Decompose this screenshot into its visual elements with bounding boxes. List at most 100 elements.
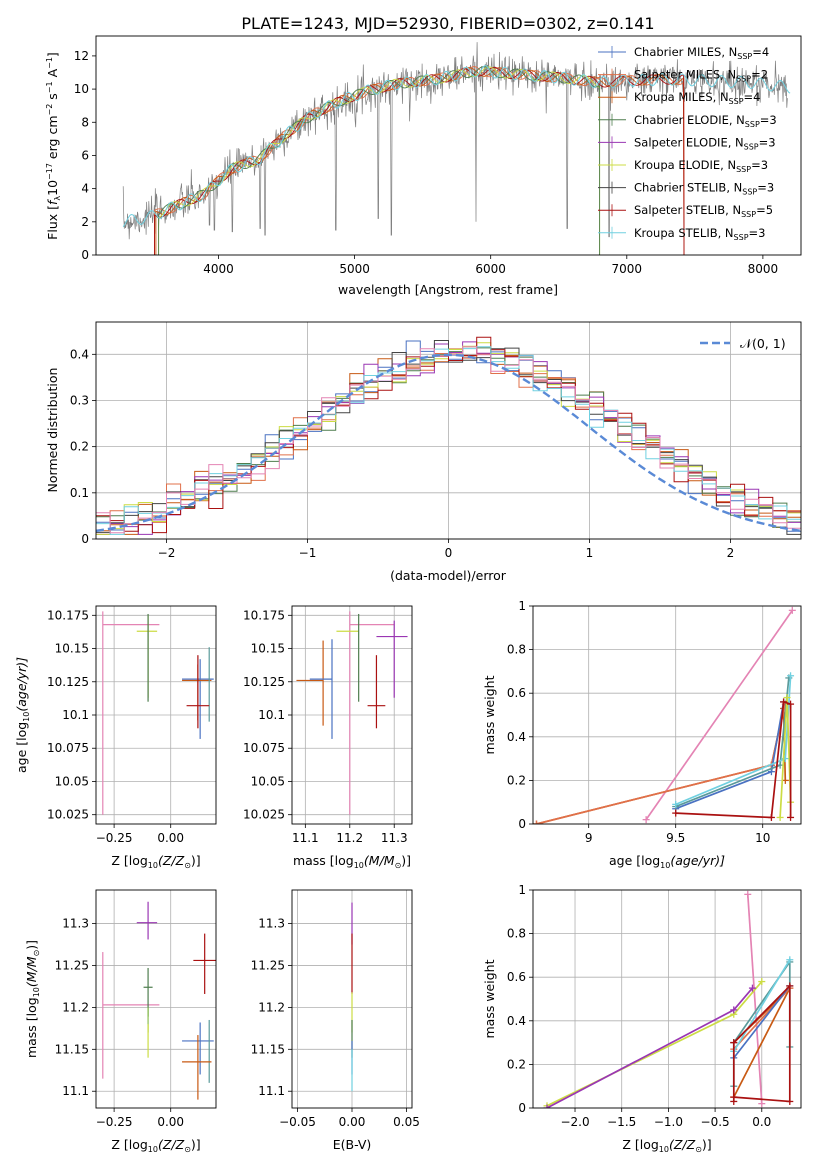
weight-marker (787, 672, 795, 680)
x-tick-label: 10 (755, 831, 770, 845)
y-tick-label: 10.025 (243, 808, 285, 822)
y-tick-label: 10.15 (251, 642, 285, 656)
y-axis-label: mass [log10(M/M⊙)] (24, 940, 41, 1058)
y-tick-label: 0.8 (507, 643, 526, 657)
weight-marker (786, 956, 794, 964)
error-point (102, 952, 160, 1079)
y-tick-label: 10.125 (47, 675, 89, 689)
plot-area-spectrum (122, 42, 791, 255)
error-point (182, 1035, 212, 1100)
y-tick-label: 0.2 (507, 773, 526, 787)
axes-frame (291, 889, 413, 1109)
axes-frame (532, 605, 802, 825)
weight-marker (787, 700, 795, 708)
legend-label: Chabrier ELODIE, NSSP=3 (634, 113, 777, 129)
weight-marker (748, 984, 756, 992)
weight-line (746, 894, 763, 1104)
y-tick-label: 0.6 (507, 686, 526, 700)
y-tick-label: 1 (518, 599, 526, 613)
axes-mass_vs_ebv: −0.05 0.00 0.05 11.1 11.15 11.2 11.25 11.3 E(B-V… (251, 889, 420, 1152)
weight-line (733, 959, 791, 1052)
x-tick-label: 5000 (339, 262, 370, 276)
y-tick-label: 4 (81, 182, 89, 196)
weight-marker (730, 1039, 738, 1047)
x-axis-label: Z [log10(Z/Z⊙)] (111, 1137, 200, 1154)
y-tick-label: 10.175 (47, 608, 89, 622)
x-tick-label: −2 (158, 546, 176, 560)
y-tick-label: 11.15 (251, 1042, 285, 1056)
legend-label: Kroupa ELODIE, NSSP=3 (634, 158, 768, 174)
weight-marker (730, 1093, 738, 1101)
axes-frame (291, 605, 413, 825)
legend-label: 𝒩(0, 1) (740, 336, 786, 351)
x-tick-label: 0 (445, 546, 453, 560)
weight-marker (672, 809, 680, 817)
x-axis-label: E(B-V) (333, 1137, 372, 1152)
axes-weight_vs_age: 9 9.5 10 0 0.2 0.4 0.6 0.8 1 age [log10(age/yr)] m… (482, 599, 802, 870)
y-tick-label: 0 (81, 532, 89, 546)
y-tick-label: 0 (81, 248, 89, 262)
axes-age_vs_mass: 11.1 11.2 11.3 10.025 10.05 10.075 10.1 10.125 1… (243, 605, 413, 870)
x-tick-label: 0.00 (157, 1115, 184, 1129)
y-axis-label: Normed distribution (45, 368, 60, 493)
y-tick-label: 11.25 (251, 958, 285, 972)
axes-residuals: −2 −1 0 1 2 0 0.1 0.2 0.3 0.4 𝒩(0, 1) (data-model)/… (45, 321, 802, 583)
x-tick-label: 6000 (475, 262, 506, 276)
x-tick-label: 8000 (748, 262, 779, 276)
x-axis-label: age [log10(age/yr)] (609, 853, 725, 870)
weight-marker (672, 800, 680, 808)
x-tick-label: 2 (727, 546, 735, 560)
y-tick-label: 10.075 (243, 741, 285, 755)
axes-mass_vs_Z: −0.25 0.00 11.1 11.15 11.2 11.25 11.3 Z [log10(… (24, 889, 217, 1154)
x-tick-label: 0.00 (339, 1115, 366, 1129)
y-tick-label: 0.2 (70, 440, 89, 454)
axes-spectrum: 4000 5000 6000 7000 8000 0 2 4 6 8 10 12 Chabrier MI… (45, 35, 802, 297)
error-point (102, 611, 160, 815)
legend-label: Chabrier MILES, NSSP=4 (634, 45, 769, 61)
plot-area-weight_vs_age (533, 606, 796, 824)
axes-frame (95, 35, 802, 256)
error-point (193, 933, 216, 994)
x-tick-label: −0.25 (96, 1115, 133, 1129)
x-axis-label: Z [log10(Z/Z⊙)] (111, 853, 200, 870)
x-tick-label: 11.2 (336, 831, 363, 845)
y-tick-label: 10.15 (55, 642, 89, 656)
y-axis-label: Flux [fλ10−17 erg cm−2 s−1 A−1] (45, 52, 62, 240)
y-tick-label: 10.1 (258, 708, 285, 722)
weight-marker (642, 816, 650, 824)
y-tick-label: 0.2 (507, 1057, 526, 1071)
y-tick-label: 11.2 (62, 1000, 89, 1014)
weight-line (733, 985, 791, 1059)
legend-spectrum: Chabrier MILES, NSSP=4 Salpeter MILES, NS… (598, 45, 777, 242)
y-tick-label: 0.4 (507, 1014, 526, 1028)
y-tick-label: 11.25 (55, 958, 89, 972)
y-tick-label: 0.8 (507, 927, 526, 941)
x-tick-label: −0.05 (279, 1115, 316, 1129)
error-point (309, 639, 333, 739)
x-axis-label: Z [log10(Z/Z⊙)] (622, 1137, 711, 1154)
model-spectrum-line (155, 67, 685, 255)
weight-marker (786, 982, 794, 990)
error-point (186, 655, 210, 729)
y-tick-label: 12 (74, 49, 89, 63)
plot-area-residuals (96, 336, 801, 535)
weight-marker (758, 1100, 766, 1108)
y-tick-label: 10.1 (62, 708, 89, 722)
y-tick-label: 0.3 (70, 393, 89, 407)
weight-line (536, 703, 787, 824)
normal-curve (96, 353, 801, 533)
weight-marker (780, 698, 788, 706)
x-tick-label: 1 (586, 546, 594, 560)
axes-frame (95, 889, 217, 1109)
weight-marker (788, 606, 796, 614)
x-tick-label: 4000 (203, 262, 234, 276)
y-axis-label: mass weight (482, 959, 497, 1038)
histogram-step (96, 346, 801, 535)
x-tick-label: −1 (299, 546, 317, 560)
plot-area-weight_vs_Z (543, 890, 794, 1108)
x-tick-label: −0.5 (701, 1115, 730, 1129)
weight-marker (758, 978, 766, 986)
y-tick-label: 0 (518, 817, 526, 831)
y-tick-label: 11.2 (258, 1000, 285, 1014)
